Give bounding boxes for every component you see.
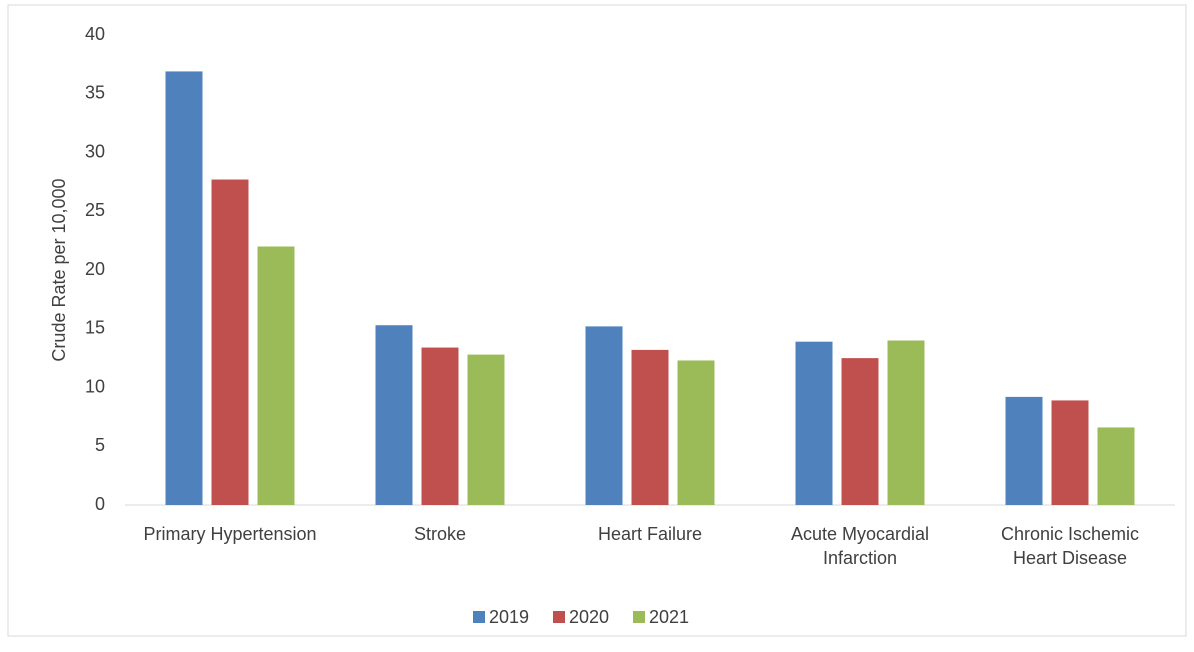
bar xyxy=(375,325,413,505)
bar xyxy=(165,71,203,506)
y-tick-label: 35 xyxy=(85,83,105,103)
bar xyxy=(257,246,295,505)
legend-swatch xyxy=(553,611,565,623)
x-tick-label: Primary Hypertension xyxy=(143,524,317,544)
y-tick-label: 30 xyxy=(85,141,105,161)
legend-swatch xyxy=(473,611,485,623)
y-tick-label: 25 xyxy=(85,200,105,220)
bar xyxy=(1097,427,1135,505)
y-tick-label: 40 xyxy=(85,24,105,44)
y-tick-label: 20 xyxy=(85,259,105,279)
legend-label: 2021 xyxy=(649,607,689,627)
bar xyxy=(631,349,669,505)
x-tick-label: Acute Myocardial Infarction xyxy=(790,524,930,568)
x-tick-label: Heart Failure xyxy=(597,524,703,544)
y-tick-label: 5 xyxy=(95,435,105,455)
legend-label: 2019 xyxy=(489,607,529,627)
legend-swatch xyxy=(633,611,645,623)
chart-border xyxy=(7,4,1187,637)
bar xyxy=(211,179,249,505)
y-tick-label: 0 xyxy=(95,494,105,514)
bar xyxy=(887,340,925,505)
y-tick-label: 10 xyxy=(85,376,105,396)
bar xyxy=(677,360,715,505)
bar xyxy=(585,326,623,505)
y-axis-label: Crude Rate per 10,000 xyxy=(49,178,69,361)
bar xyxy=(841,358,879,505)
bar xyxy=(421,347,459,505)
bar xyxy=(795,341,833,505)
bar xyxy=(467,354,505,505)
bar xyxy=(1005,396,1043,505)
x-tick-label: Stroke xyxy=(413,524,467,544)
legend-label: 2020 xyxy=(569,607,609,627)
bar xyxy=(1051,400,1089,505)
x-tick-label: Chronic Ischemic Heart Disease xyxy=(1000,524,1140,568)
y-tick-label: 15 xyxy=(85,318,105,338)
